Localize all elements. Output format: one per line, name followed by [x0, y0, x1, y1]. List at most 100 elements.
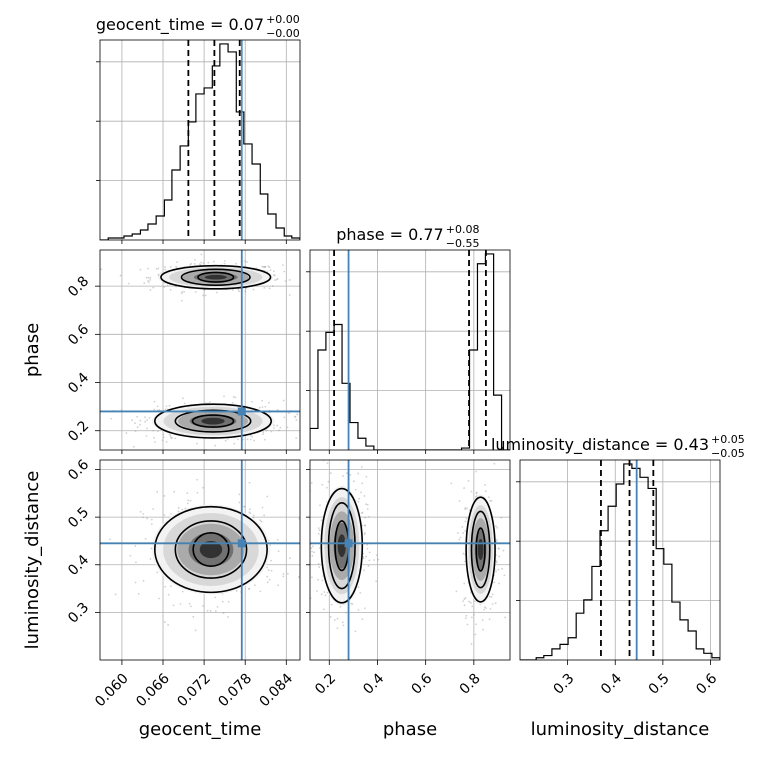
scatter-point [266, 566, 268, 569]
scatter-point [125, 432, 128, 434]
scatter-point [154, 441, 156, 443]
scatter-point [329, 616, 332, 618]
scatter-point [223, 260, 226, 262]
xtick-label-geocent_time-1: 0.066 [133, 671, 173, 711]
panel-title-text-luminosity_distance: luminosity_distance = 0.43 [491, 435, 709, 455]
scatter-point [293, 415, 296, 418]
scatter-point [249, 508, 251, 511]
scatter-point [321, 483, 324, 486]
panel-title-phase: phase = 0.77 +0.08−0.55 [336, 223, 479, 250]
scatter-point [181, 508, 184, 511]
scatter-point [206, 609, 209, 612]
scatter-point [233, 442, 236, 445]
scatter-point [361, 482, 364, 485]
scatter-point [323, 591, 326, 593]
scatter-point [455, 590, 458, 593]
scatter-point [276, 538, 279, 541]
scatter-point [363, 533, 366, 536]
scatter-point [214, 610, 217, 612]
scatter-point [202, 262, 205, 265]
scatter-point [319, 504, 321, 507]
scatter-point [264, 265, 267, 268]
scatter-point [322, 608, 325, 611]
contour-luminosity_distance_vs_geocent_time-0-2 [153, 505, 268, 594]
scatter-point [365, 555, 367, 558]
scatter-point [235, 262, 238, 265]
scatter-point [464, 617, 467, 619]
scatter-point [462, 600, 465, 603]
scatter-point [110, 417, 113, 420]
scatter-point [251, 400, 253, 403]
scatter-point [258, 406, 261, 409]
scatter-point [465, 614, 468, 617]
scatter-point [458, 538, 461, 541]
scatter-point [181, 397, 184, 400]
scatter-point [157, 267, 160, 270]
scatter-point [303, 557, 305, 559]
scatter-point [494, 602, 497, 605]
contour-phase_vs_geocent_time-1-2 [153, 403, 273, 439]
ytick-label-luminosity_distance-3: 0.6 [65, 457, 92, 484]
scatter-point [150, 523, 153, 526]
scatter-point [357, 500, 360, 503]
scatter-point [132, 445, 135, 448]
scatter-point [83, 545, 85, 547]
scatter-point [164, 621, 166, 623]
scatter-point [345, 611, 348, 614]
scatter-point [457, 532, 459, 534]
scatter-point [260, 520, 263, 523]
xlabel-luminosity_distance: luminosity_distance [531, 719, 710, 740]
xlabel-geocent_time: geocent_time [139, 719, 262, 740]
scatter-point [489, 499, 492, 502]
scatter-point [216, 605, 219, 608]
scatter-point [261, 506, 264, 509]
scatter-point [262, 433, 265, 436]
scatter-point [495, 525, 497, 528]
scatter-point [279, 426, 282, 429]
xtick-label-geocent_time-2: 0.072 [174, 671, 214, 711]
scatter-point [289, 557, 291, 560]
scatter-point [354, 488, 357, 491]
scatter-point [475, 623, 478, 626]
contour-luminosity_distance_vs_geocent_time-0-0 [192, 532, 230, 567]
xtick-label-luminosity_distance-1: 0.4 [598, 671, 625, 698]
xtick-label-geocent_time-0: 0.060 [92, 671, 132, 711]
scatter-point [149, 558, 152, 560]
scatter-point [335, 455, 337, 457]
scatter-point [473, 613, 475, 616]
xtick-label-luminosity_distance-0: 0.3 [550, 671, 577, 698]
scatter-point [158, 597, 160, 600]
scatter-point [165, 405, 168, 408]
scatter-point [342, 624, 345, 627]
scatter-point [464, 520, 467, 523]
xtick-label-phase-3: 0.8 [457, 671, 484, 698]
scatter-point [223, 262, 226, 265]
scatter-point [190, 262, 193, 265]
scatter-point [156, 571, 159, 574]
density-mode-luminosity_distance_vs_geocent_time-0 [83, 478, 305, 632]
scatter-point [267, 265, 270, 268]
scatter-point [264, 405, 267, 408]
xtick-label-luminosity_distance-2: 0.5 [646, 671, 673, 698]
scatter-point [248, 587, 251, 590]
scatter-point [175, 285, 177, 288]
scatter-point [167, 624, 170, 626]
scatter-point [237, 288, 240, 291]
scatter-point [248, 481, 251, 484]
scatter-point [208, 401, 211, 404]
scatter-point [364, 524, 367, 527]
scatter-point [475, 491, 478, 494]
xtick-label-geocent_time-3: 0.078 [215, 671, 255, 711]
scatter-point [243, 505, 245, 508]
scatter-point [238, 290, 241, 293]
scatter-point [142, 516, 145, 519]
xtick-label-phase-0: 0.2 [312, 671, 339, 698]
scatter-point [243, 505, 246, 508]
hist-frame-geocent_time [99, 39, 301, 241]
scatter-point [497, 548, 500, 550]
scatter-point [471, 605, 474, 608]
scatter-point [136, 426, 139, 429]
scatter-point [134, 430, 137, 432]
histogram-luminosity_distance [520, 463, 720, 660]
scatter-point [318, 529, 321, 532]
